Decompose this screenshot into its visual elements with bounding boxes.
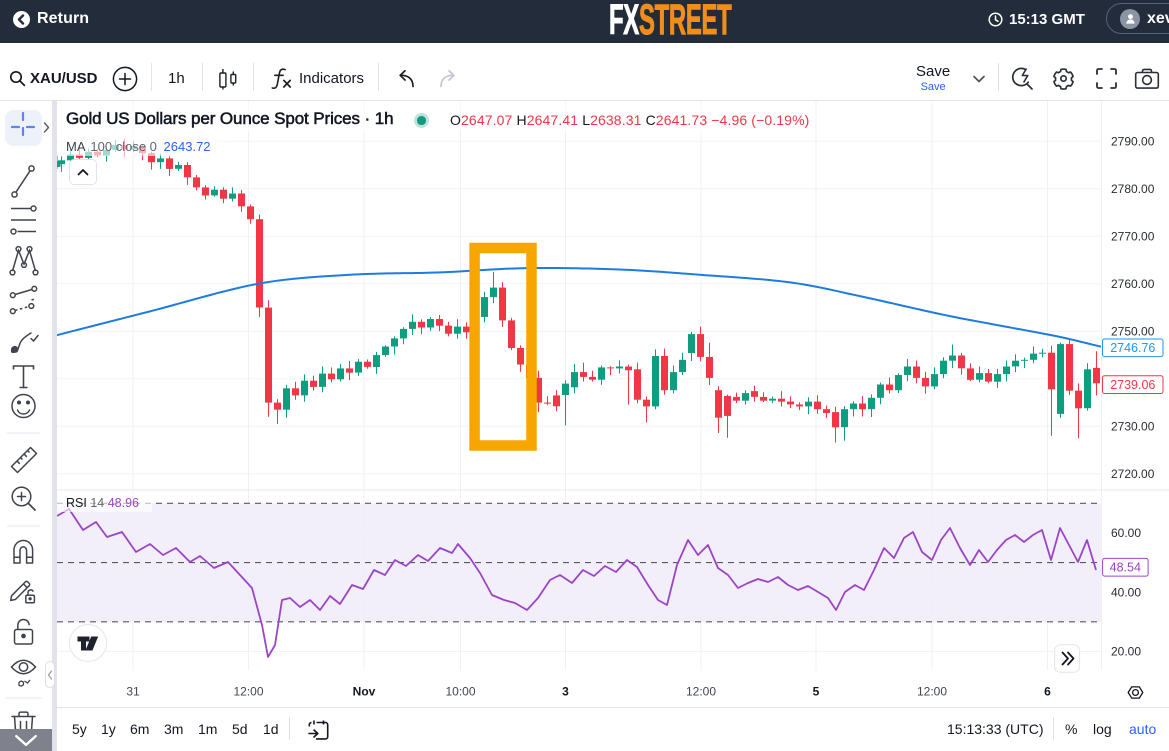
svg-text:5: 5 [813,685,820,699]
svg-text:2760.00: 2760.00 [1111,277,1155,291]
svg-text:60.00: 60.00 [1111,526,1141,540]
svg-text:3: 3 [562,685,569,699]
svg-text:40.00: 40.00 [1111,585,1141,599]
svg-text:12:00: 12:00 [233,685,263,699]
svg-text:12:00: 12:00 [917,685,947,699]
svg-text:2790.00: 2790.00 [1111,135,1155,149]
svg-text:2750.00: 2750.00 [1111,325,1155,339]
svg-text:48.54: 48.54 [1110,561,1141,575]
svg-text:2746.76: 2746.76 [1110,341,1155,355]
svg-text:31: 31 [126,685,140,699]
svg-text:2739.06: 2739.06 [1110,378,1155,392]
svg-text:Nov: Nov [353,685,376,699]
svg-text:2730.00: 2730.00 [1111,420,1155,434]
svg-text:6: 6 [1044,685,1051,699]
svg-text:12:00: 12:00 [686,685,716,699]
svg-text:2720.00: 2720.00 [1111,467,1155,481]
svg-text:20.00: 20.00 [1111,645,1141,659]
svg-text:2780.00: 2780.00 [1111,182,1155,196]
svg-text:10:00: 10:00 [445,685,475,699]
svg-text:2770.00: 2770.00 [1111,230,1155,244]
